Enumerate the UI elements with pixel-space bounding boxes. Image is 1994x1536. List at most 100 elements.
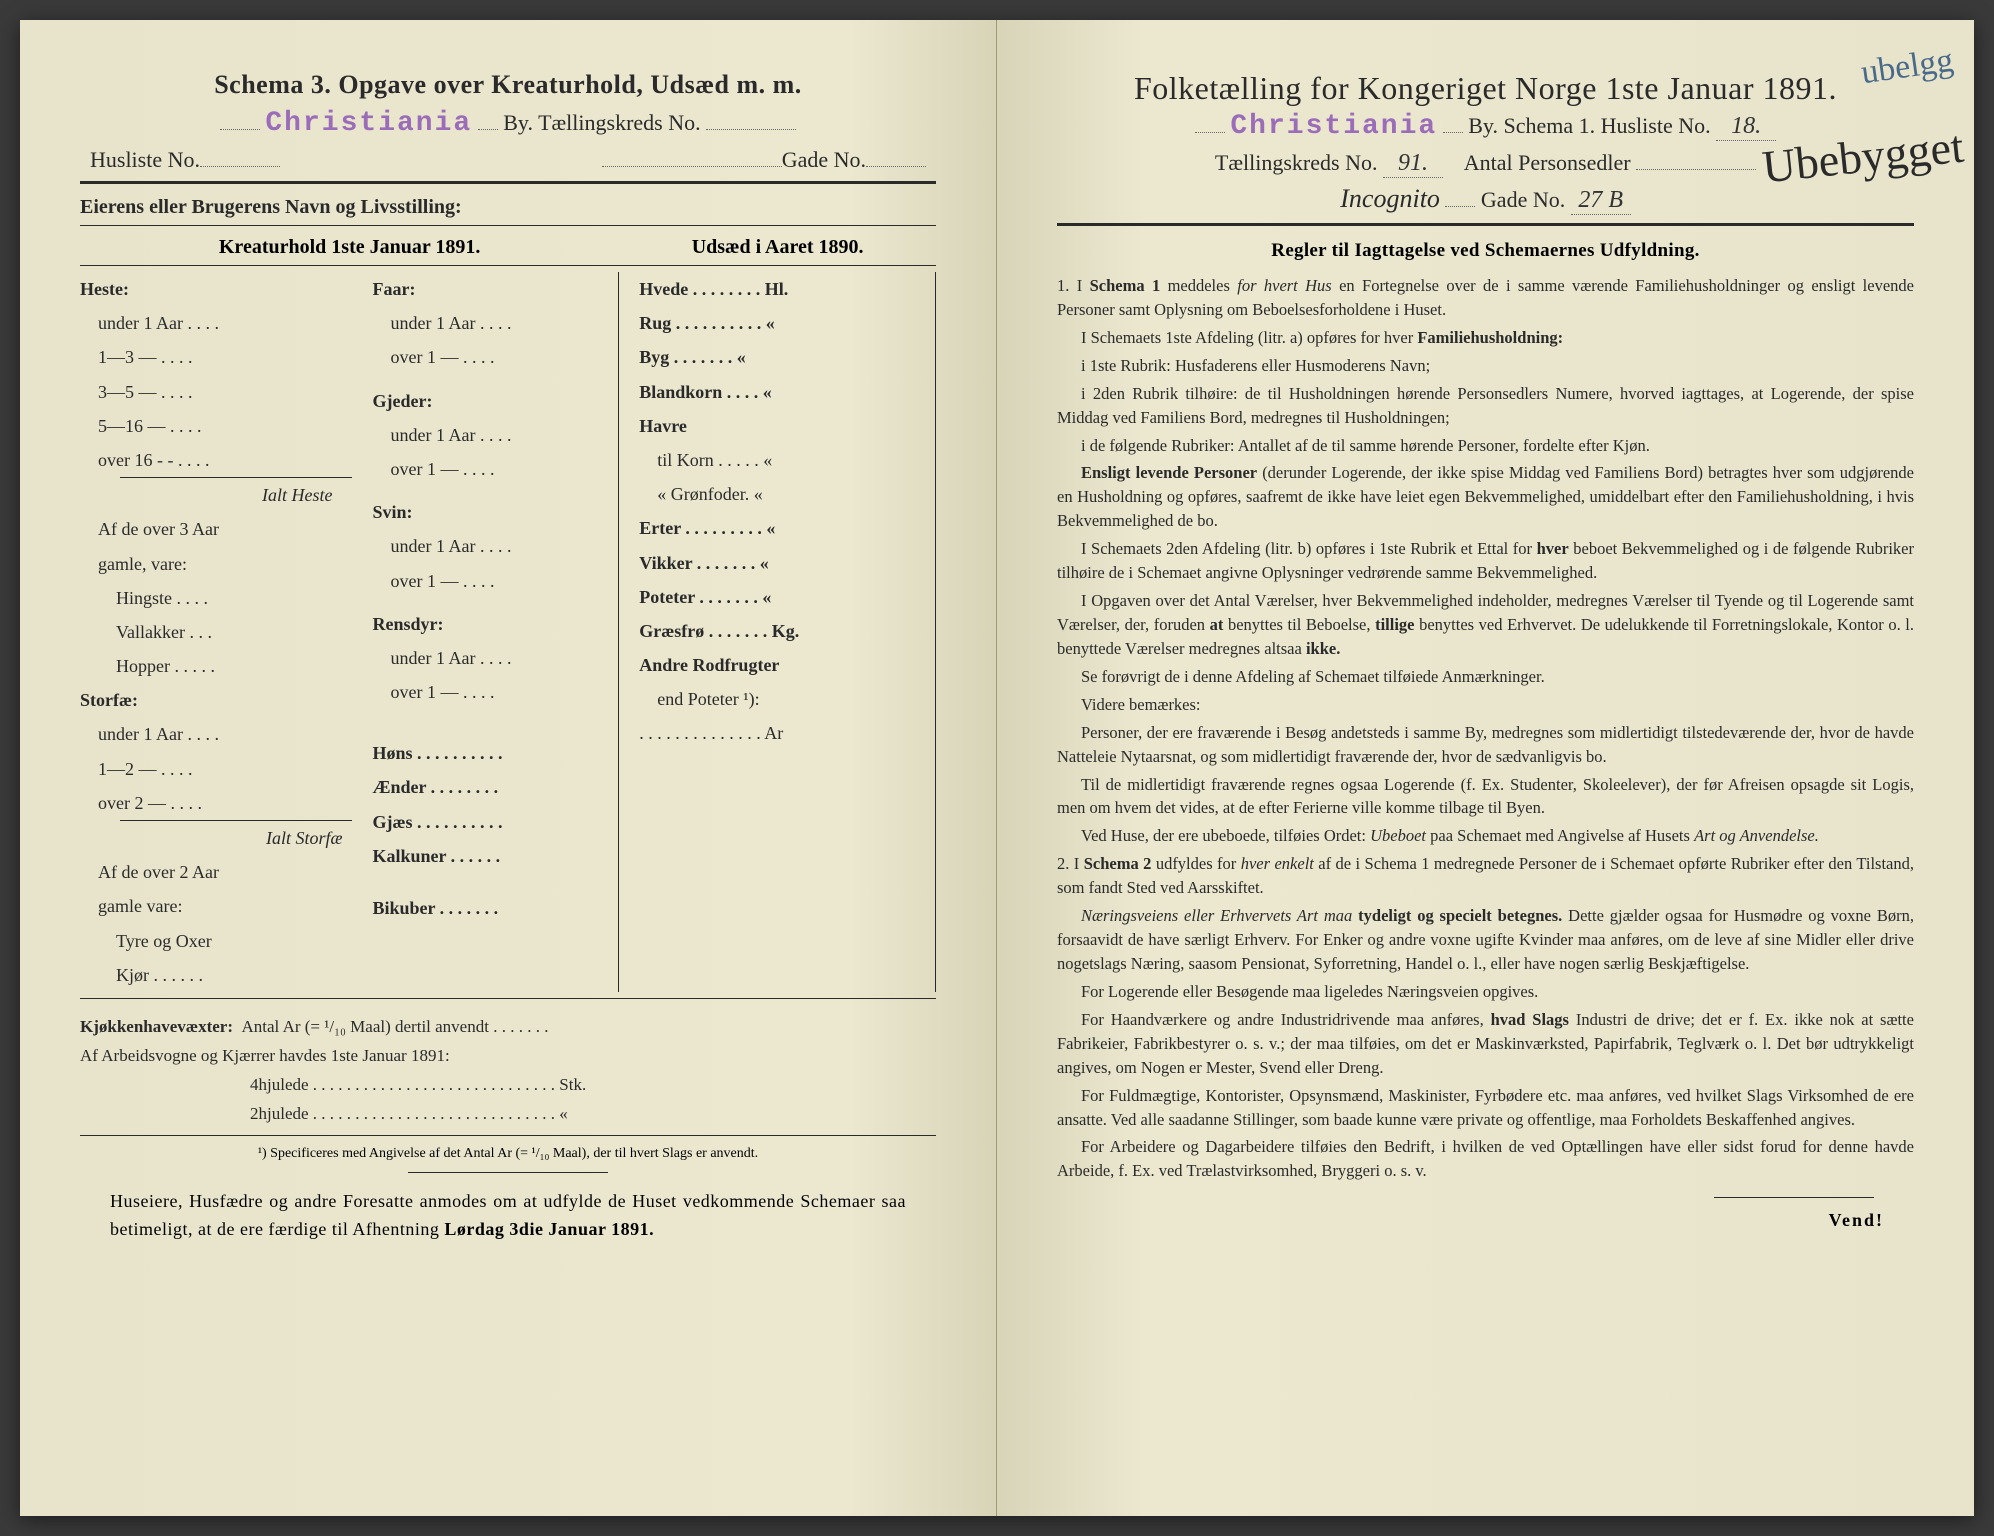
rule-paragraph: Til de midlertidigt fraværende regnes og… bbox=[1057, 773, 1914, 821]
rule-paragraph: I Schemaets 2den Afdeling (litr. b) opfø… bbox=[1057, 537, 1914, 585]
storfae-1-2: 1—2 — . . . . bbox=[80, 752, 352, 786]
gjeder-o1: over 1 — . . . . bbox=[372, 452, 608, 486]
rule-paragraph: Videre bemærkes: bbox=[1057, 693, 1914, 717]
kalkuner: Kalkuner . . . . . . bbox=[372, 839, 608, 873]
af3aar: Af de over 3 Aar bbox=[80, 512, 352, 546]
col2: Faar: under 1 Aar . . . . over 1 — . . .… bbox=[362, 272, 619, 992]
gjaes: Gjæs . . . . . . . . . . bbox=[372, 805, 608, 839]
rule-paragraph: For Fuldmægtige, Kontorister, Opsynsmænd… bbox=[1057, 1084, 1914, 1132]
antal-label: Antal Personsedler bbox=[1464, 150, 1631, 175]
census-form-spread: Schema 3. Opgave over Kreaturhold, Udsæd… bbox=[20, 20, 1974, 1516]
schema3-title: Schema 3. Opgave over Kreaturhold, Udsæd… bbox=[80, 70, 936, 100]
hingste: Hingste . . . . bbox=[80, 581, 352, 615]
tyre-oxer: Tyre og Oxer bbox=[80, 924, 352, 958]
rule-paragraph: Personer, der ere fraværende i Besøg and… bbox=[1057, 721, 1914, 769]
hopper: Hopper . . . . . bbox=[80, 649, 352, 683]
faar-u1: under 1 Aar . . . . bbox=[372, 306, 608, 340]
ialt-storfae: Ialt Storfæ bbox=[120, 820, 352, 855]
footnotes: Kjøkkenhavevæxter: Antal Ar (= ¹/₁₀ Maal… bbox=[80, 1013, 936, 1129]
final-note: Huseiere, Husfædre og andre Foresatte an… bbox=[110, 1187, 906, 1245]
vend-label: Vend! bbox=[1057, 1210, 1914, 1231]
ar-line: . . . . . . . . . . . . . . Ar bbox=[639, 716, 935, 750]
kreds-value: 91. bbox=[1383, 150, 1443, 178]
handwriting-top: ubelgg bbox=[1859, 42, 1956, 93]
city-stamp-r: Christiania bbox=[1230, 111, 1437, 142]
heste-3-5: 3—5 — . . . . bbox=[80, 375, 352, 409]
rensdyr-o1: over 1 — . . . . bbox=[372, 675, 608, 709]
havre-korn: til Korn . . . . . « bbox=[639, 443, 935, 477]
svin-header: Svin: bbox=[372, 495, 608, 529]
4hjulede: 4hjulede . . . . . . . . . . . . . . . .… bbox=[80, 1071, 936, 1100]
storfae-o2: over 2 — . . . . bbox=[80, 786, 352, 820]
vallakker: Vallakker . . . bbox=[80, 615, 352, 649]
heste-header: Heste: bbox=[80, 272, 352, 306]
rule-paragraph: Næringsveiens eller Erhvervets Art maa t… bbox=[1057, 904, 1914, 976]
rule-paragraph: i de følgende Rubriker: Antallet af de t… bbox=[1057, 434, 1914, 458]
ialt-heste: Ialt Heste bbox=[120, 477, 352, 512]
graesfro: Græsfrø . . . . . . . Kg. bbox=[639, 614, 935, 648]
rule-paragraph: Ved Huse, der ere ubeboede, tilføies Ord… bbox=[1057, 824, 1914, 848]
rule-paragraph: For Logerende eller Besøgende maa ligele… bbox=[1057, 980, 1914, 1004]
rule-paragraph: For Arbeidere og Dagarbeidere tilføies d… bbox=[1057, 1135, 1914, 1183]
kreaturhold-header: Kreaturhold 1ste Januar 1891. bbox=[80, 236, 619, 259]
gamle-vare: gamle, vare: bbox=[80, 547, 352, 581]
husliste-label: Husliste No. bbox=[90, 147, 200, 172]
blandkorn: Blandkorn . . . . « bbox=[639, 375, 935, 409]
right-page-schema-1: ubelgg Ubebygget Folketælling for Konger… bbox=[997, 20, 1974, 1516]
gade-label: Gade No. bbox=[782, 147, 866, 172]
end-poteter: end Poteter ¹): bbox=[639, 682, 935, 716]
storfae-header: Storfæ: bbox=[80, 683, 352, 717]
subheader-row: Kreaturhold 1ste Januar 1891. Udsæd i Aa… bbox=[80, 236, 936, 259]
havre-gronfoder: « Grønfoder. « bbox=[639, 477, 935, 511]
heste-o16: over 16 - - . . . . bbox=[80, 443, 352, 477]
vikker: Vikker . . . . . . . « bbox=[639, 546, 935, 580]
husliste-gade-line: Husliste No. Gade No. bbox=[80, 145, 936, 173]
kjokkenhave: Kjøkkenhavevæxter: Antal Ar (= ¹/₁₀ Maal… bbox=[80, 1013, 936, 1042]
rule-paragraph: Ensligt levende Personer (derunder Loger… bbox=[1057, 461, 1914, 533]
city-stamp: Christiania bbox=[265, 108, 472, 139]
footnote-1: ¹) Specificeres med Angivelse af det Ant… bbox=[120, 1146, 896, 1162]
arbeidsvogne: Af Arbeidsvogne og Kjærrer havdes 1ste J… bbox=[80, 1042, 936, 1071]
rule-paragraph: Se forøvrigt de i denne Afdeling af Sche… bbox=[1057, 665, 1914, 689]
rule-paragraph: i 1ste Rubrik: Husfaderens eller Husmode… bbox=[1057, 354, 1914, 378]
gade-label-r: Gade No. bbox=[1481, 187, 1565, 212]
faar-header: Faar: bbox=[372, 272, 608, 306]
rule-paragraph: I Schemaets 1ste Afdeling (litr. a) opfø… bbox=[1057, 326, 1914, 350]
gamle-vare2: gamle vare: bbox=[80, 889, 352, 923]
svin-u1: under 1 Aar . . . . bbox=[372, 529, 608, 563]
aender: Ænder . . . . . . . . bbox=[372, 770, 608, 804]
heste-1-3: 1—3 — . . . . bbox=[80, 340, 352, 374]
by-kreds-label: By. Tællingskreds No. bbox=[503, 110, 700, 135]
gade-no-value: 27 B bbox=[1571, 187, 1631, 215]
gjeder-u1: under 1 Aar . . . . bbox=[372, 418, 608, 452]
bikuber: Bikuber . . . . . . . bbox=[372, 891, 608, 925]
livestock-table: Heste: under 1 Aar . . . . 1—3 — . . . .… bbox=[80, 272, 936, 992]
husliste-no-value: 18. bbox=[1716, 113, 1776, 141]
andre-rodfrugter: Andre Rodfrugter bbox=[639, 648, 935, 682]
census-title: Folketælling for Kongeriget Norge 1ste J… bbox=[1057, 70, 1914, 107]
rule-paragraph: For Haandværkere og andre Industridriven… bbox=[1057, 1008, 1914, 1080]
street-handwritten: Incognito bbox=[1340, 184, 1440, 213]
byg: Byg . . . . . . . « bbox=[639, 340, 935, 374]
rug: Rug . . . . . . . . . . « bbox=[639, 306, 935, 340]
rules-header: Regler til Iagttagelse ved Schemaernes U… bbox=[1057, 240, 1914, 262]
col3: Hvede . . . . . . . . Hl. Rug . . . . . … bbox=[619, 272, 936, 992]
col1: Heste: under 1 Aar . . . . 1—3 — . . . .… bbox=[80, 272, 362, 992]
kreds-label: Tællingskreds No. bbox=[1215, 150, 1378, 175]
faar-o1: over 1 — . . . . bbox=[372, 340, 608, 374]
storfae-u1: under 1 Aar . . . . bbox=[80, 717, 352, 751]
hvede: Hvede . . . . . . . . Hl. bbox=[639, 272, 935, 306]
udsaed-header: Udsæd i Aaret 1890. bbox=[619, 236, 936, 259]
left-page-schema-3: Schema 3. Opgave over Kreaturhold, Udsæd… bbox=[20, 20, 997, 1516]
erter: Erter . . . . . . . . . « bbox=[639, 511, 935, 545]
af2aar: Af de over 2 Aar bbox=[80, 855, 352, 889]
kjor: Kjør . . . . . . bbox=[80, 958, 352, 992]
svin-o1: over 1 — . . . . bbox=[372, 564, 608, 598]
rules-body: 1. I Schema 1 meddeles for hvert Hus en … bbox=[1057, 274, 1914, 1183]
owner-label: Eierens eller Brugerens Navn og Livsstil… bbox=[80, 196, 936, 219]
rensdyr-header: Rensdyr: bbox=[372, 607, 608, 641]
city-line: Christiania By. Tællingskreds No. bbox=[80, 108, 936, 139]
rule-paragraph: 1. I Schema 1 meddeles for hvert Hus en … bbox=[1057, 274, 1914, 322]
rule-paragraph: i 2den Rubrik tilhøire: de til Husholdni… bbox=[1057, 382, 1914, 430]
gjeder-header: Gjeder: bbox=[372, 384, 608, 418]
